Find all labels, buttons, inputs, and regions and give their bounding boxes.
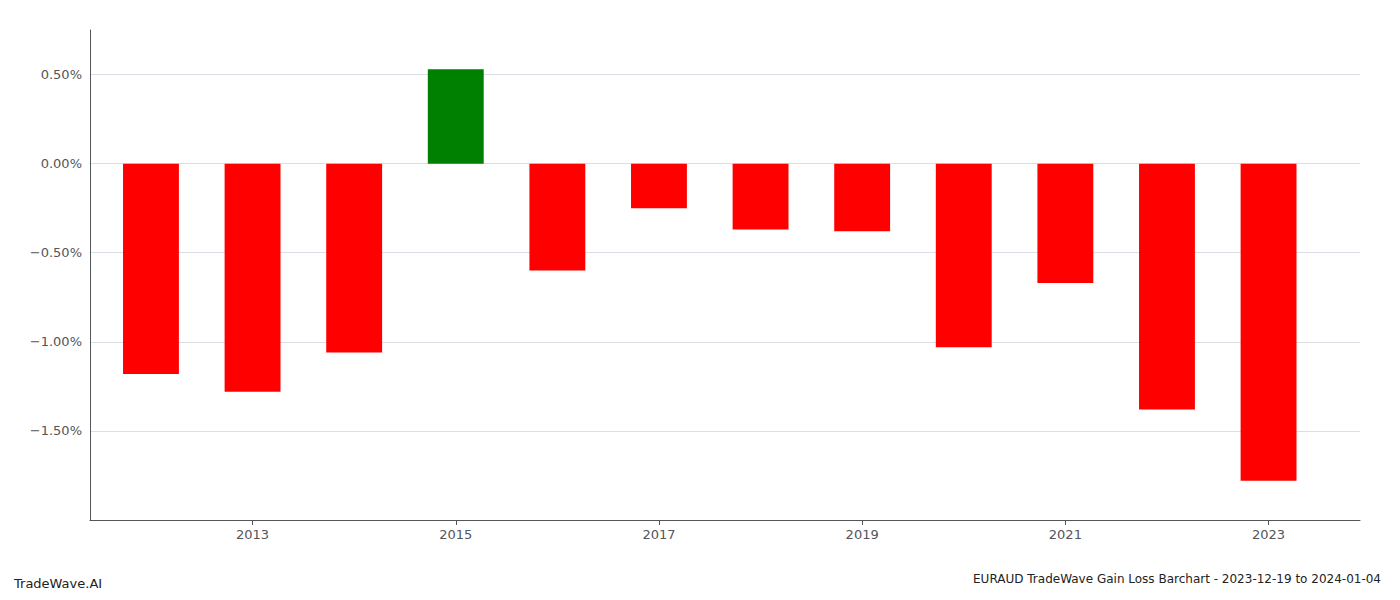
- svg-text:2015: 2015: [439, 527, 472, 542]
- svg-text:−1.50%: −1.50%: [30, 423, 82, 438]
- svg-text:−0.50%: −0.50%: [30, 245, 82, 260]
- svg-text:2017: 2017: [642, 527, 675, 542]
- svg-text:2019: 2019: [846, 527, 879, 542]
- svg-text:EURAUD TradeWave Gain Loss Bar: EURAUD TradeWave Gain Loss Barchart - 20…: [973, 572, 1381, 586]
- svg-text:0.50%: 0.50%: [41, 67, 82, 82]
- svg-text:−1.00%: −1.00%: [30, 334, 82, 349]
- svg-text:TradeWave.AI: TradeWave.AI: [13, 576, 102, 591]
- svg-text:0.00%: 0.00%: [41, 156, 82, 171]
- svg-text:2021: 2021: [1049, 527, 1082, 542]
- svg-text:2023: 2023: [1252, 527, 1285, 542]
- svg-text:2013: 2013: [236, 527, 269, 542]
